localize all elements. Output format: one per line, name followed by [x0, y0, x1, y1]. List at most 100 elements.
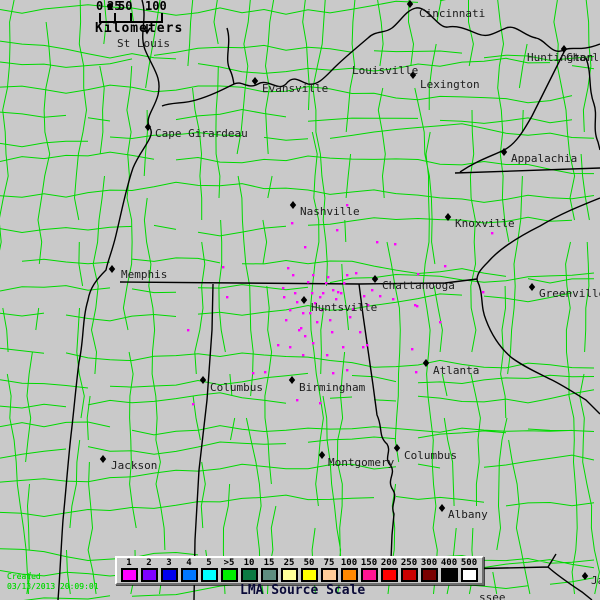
- bar-tick: [130, 13, 132, 21]
- legend-color-swatch: [160, 568, 178, 582]
- lightning-dot: [331, 331, 334, 334]
- created-label: Created: [7, 572, 41, 581]
- city-label: Huntington: [527, 51, 593, 64]
- legend-item: 300: [419, 558, 439, 582]
- city-label: Chattanooga: [382, 279, 455, 292]
- lightning-dot: [289, 346, 292, 349]
- city-label: Charl: [566, 51, 599, 64]
- legend-color-swatch: [320, 568, 338, 582]
- lightning-dot: [187, 329, 190, 332]
- lightning-dot: [319, 296, 322, 299]
- lightning-dot: [444, 265, 447, 268]
- lightning-dot: [312, 342, 315, 345]
- city-label: Albany: [448, 508, 488, 521]
- scale-tick-50: 50: [118, 0, 133, 13]
- legend-title: LMA Source Scale: [240, 583, 366, 598]
- city-label: Cape Girardeau: [155, 127, 248, 140]
- bar-tick: [114, 13, 116, 21]
- lightning-dot: [325, 282, 328, 285]
- lightning-dot: [296, 399, 299, 402]
- lightning-dot: [311, 292, 314, 295]
- city-label: Greenville: [539, 287, 600, 300]
- city-label: Atlanta: [433, 364, 479, 377]
- city-label: Louisville: [352, 64, 418, 77]
- ohio-river: [161, 7, 600, 107]
- lightning-dot: [316, 321, 319, 324]
- city-marker-diamond: [108, 265, 116, 273]
- legend-item-value: 15: [263, 558, 275, 568]
- va-ky-border: [459, 51, 565, 173]
- al-ga-border: [358, 283, 396, 561]
- lightning-dot: [304, 335, 307, 338]
- city-marker-diamond: [528, 283, 536, 291]
- legend-item: 500: [459, 558, 479, 582]
- legend-item: 10: [239, 558, 259, 582]
- lightning-dot: [283, 296, 286, 299]
- ga-fl-border: [459, 553, 593, 600]
- lightning-dot: [302, 354, 305, 357]
- lightning-dot: [298, 329, 301, 332]
- city-marker-diamond: [289, 201, 297, 209]
- legend-color-swatch: [240, 568, 258, 582]
- lightning-dot: [222, 266, 225, 269]
- city-label: Lexington: [420, 78, 480, 91]
- legend-color-swatch: [200, 568, 218, 582]
- kilometers-label: Kilometers: [95, 21, 184, 36]
- city-marker-diamond: [500, 148, 508, 156]
- legend-color-swatch: [180, 568, 198, 582]
- city-label: Jackson: [111, 459, 157, 472]
- lightning-dot: [226, 296, 229, 299]
- legend-item: 150: [359, 558, 379, 582]
- city-marker-diamond: [371, 275, 379, 283]
- city-marker-diamond: [406, 0, 414, 8]
- lightning-dot: [282, 287, 285, 290]
- city-label: Columbus: [404, 449, 457, 462]
- city-marker-diamond: [422, 359, 430, 367]
- city-marker-diamond: [144, 123, 152, 131]
- city-label: Montgomery: [328, 456, 395, 469]
- lightning-dot: [332, 372, 335, 375]
- lightning-dot: [291, 222, 294, 225]
- legend-item-value: 2: [146, 558, 152, 568]
- lightning-dot: [252, 372, 255, 375]
- legend-item-value: 3: [166, 558, 172, 568]
- legend-item: 5: [199, 558, 219, 582]
- lightning-dot: [285, 319, 288, 322]
- lightning-dot: [355, 272, 358, 275]
- city-marker-diamond: [393, 444, 401, 452]
- city-label: Huntsville: [311, 301, 377, 314]
- legend-item: 4: [179, 558, 199, 582]
- legend-color-swatch: [420, 568, 438, 582]
- lightning-dot: [417, 273, 420, 276]
- legend-color-swatch: [440, 568, 458, 582]
- distance-scale-bar: [99, 13, 163, 23]
- legend-item-value: 100: [340, 558, 358, 568]
- city-label: Cincinnati: [419, 7, 485, 20]
- legend-item: 15: [259, 558, 279, 582]
- savannah-river: [476, 279, 600, 415]
- city-label: Ja: [591, 574, 600, 587]
- state-borders-and-rivers: [57, 0, 600, 600]
- ms-al-border: [193, 283, 214, 600]
- lightning-dot: [342, 346, 345, 349]
- lightning-dot: [359, 331, 362, 334]
- lightning-dot: [296, 301, 299, 304]
- lightning-dot: [346, 274, 349, 277]
- lightning-dot: [321, 309, 324, 312]
- legend-item-value: 4: [186, 558, 192, 568]
- lightning-dot: [294, 292, 297, 295]
- lma-source-scale-legend: 1 2 3 4 5 >5 10 15 25 50 75 100 150 200 250 300 400 500: [115, 556, 484, 585]
- lightning-dot: [366, 344, 369, 347]
- legend-color-swatch: [140, 568, 158, 582]
- extra-markers: [107, 3, 151, 35]
- legend-item-value: 5: [206, 558, 212, 568]
- legend-item: 25: [279, 558, 299, 582]
- lightning-dot: [491, 232, 494, 235]
- lightning-dot: [307, 281, 310, 284]
- bar-tick: [161, 13, 163, 21]
- lightning-dot: [277, 344, 280, 347]
- lightning-dot: [264, 371, 267, 374]
